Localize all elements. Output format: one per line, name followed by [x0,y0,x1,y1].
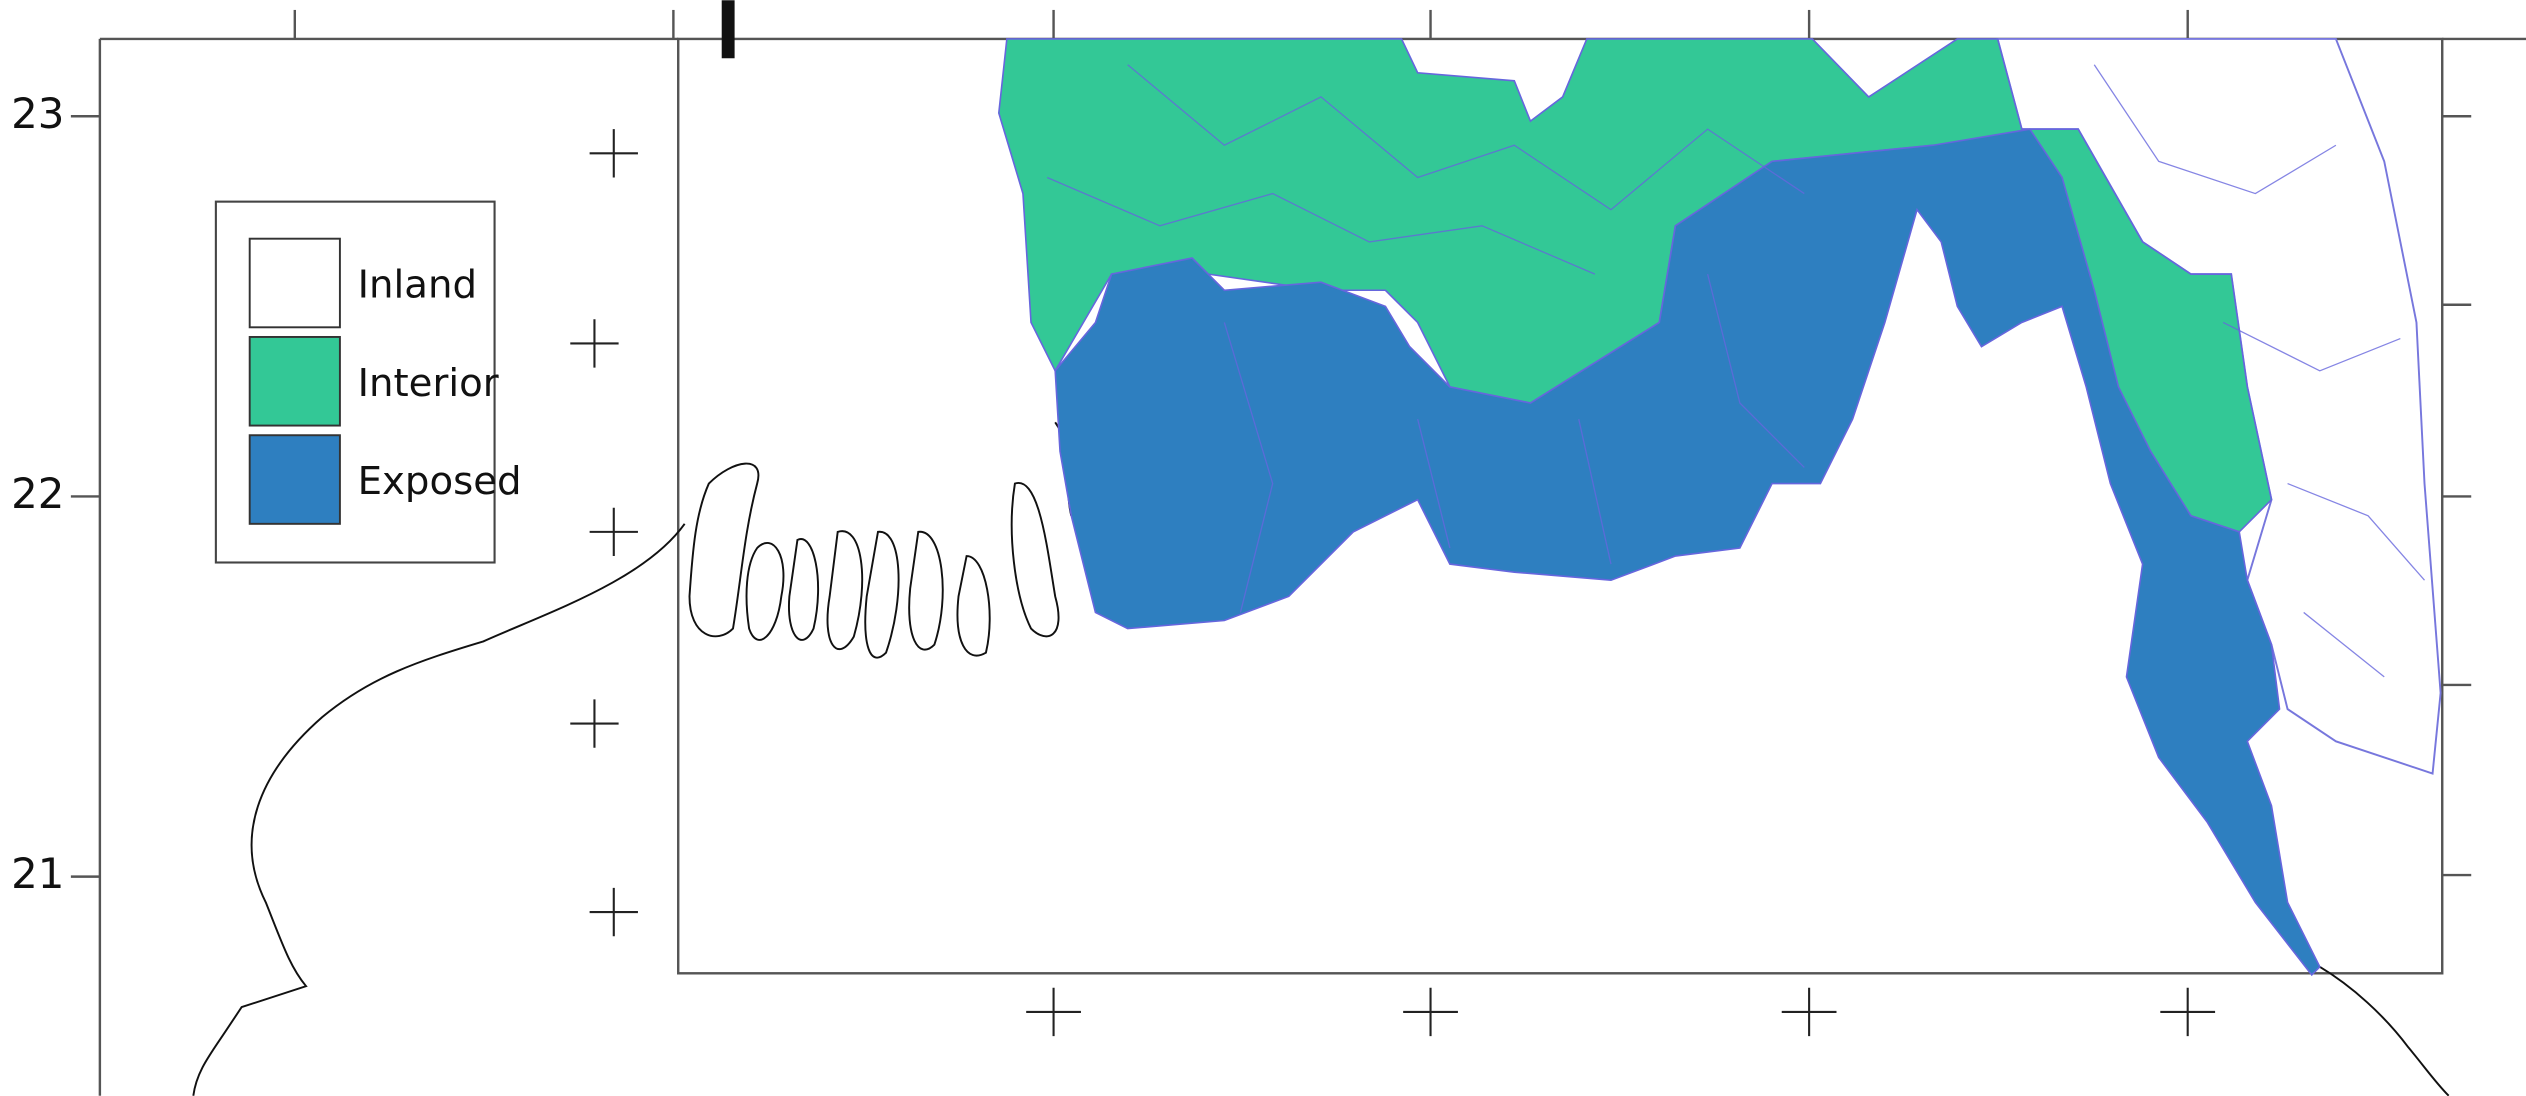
map: Inland Interior Exposed 23 22 21 [0,0,2526,1096]
y-tick-label: 21 [11,849,64,898]
legend-label: Exposed [358,459,522,504]
y-tick-label: 22 [11,469,64,518]
top-ticks [295,10,2188,39]
y-tick-label: 23 [11,89,64,138]
legend-label: Inland [358,263,477,308]
legend-swatch [250,337,340,426]
y-axis: 23 22 21 [11,89,100,898]
legend-swatch [250,435,340,524]
page: {"y_axis": {"ticks": [23, 22, 21]}, "leg… [0,0,2526,1096]
right-ticks [2442,116,2471,875]
legend-label: Interior [358,361,499,406]
marker [722,0,735,58]
legend-swatch [250,239,340,328]
